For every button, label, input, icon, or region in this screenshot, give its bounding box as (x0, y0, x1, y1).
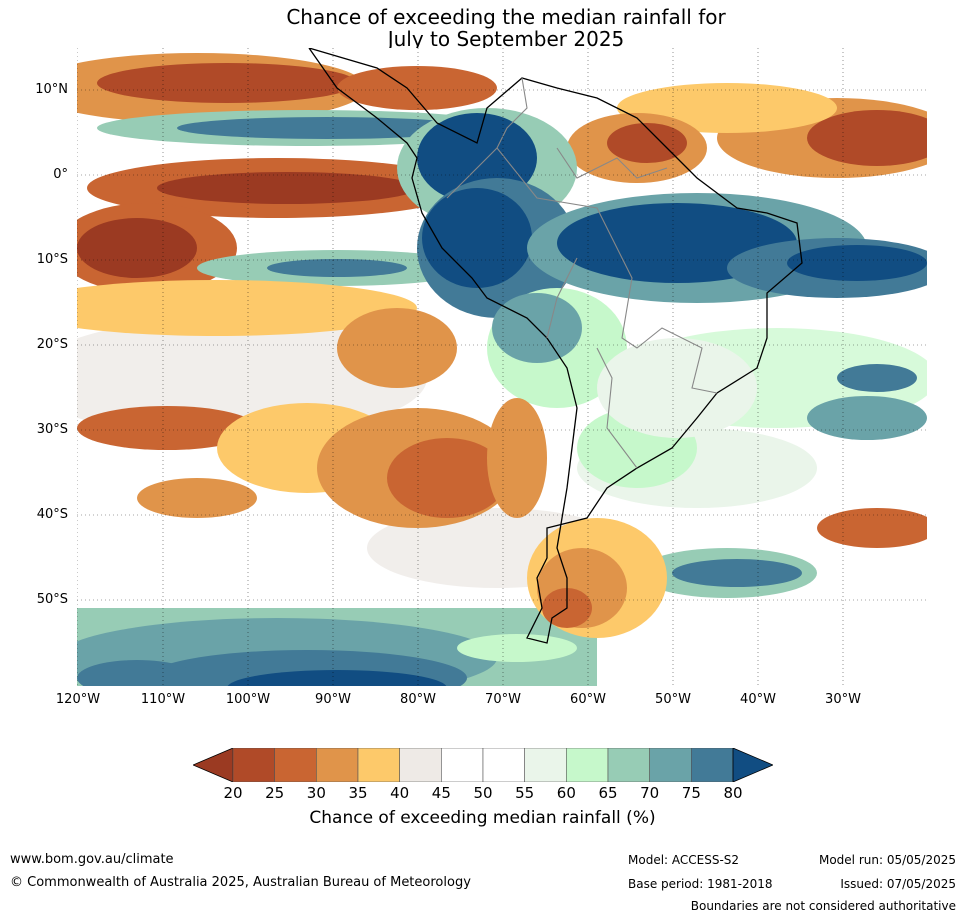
colorbar-min-arrow (193, 748, 234, 782)
colorbar-max-arrow (732, 748, 773, 782)
lat-label-30s: 30°S (36, 422, 68, 437)
colorbar-tick-label: 80 (723, 784, 743, 802)
colorbar-tick-label: 55 (515, 784, 535, 802)
colorbar-tick-label: 75 (681, 784, 701, 802)
map-title-line1: Chance of exceeding the median rainfall … (286, 5, 726, 29)
footer-model: Model: ACCESS-S2 (628, 853, 740, 867)
rainfall-map (77, 48, 927, 686)
lat-label-50s: 50°S (36, 592, 68, 607)
colorbar-segment (691, 748, 734, 782)
colorbar-segment (232, 748, 275, 782)
map-title-line2: July to September 2025 (387, 27, 625, 51)
lon-label-90w: 90°W (315, 692, 351, 707)
colorbar-segment (649, 748, 692, 782)
lon-label-110w: 110°W (140, 692, 186, 707)
colorbar-tick-label: 70 (640, 784, 660, 802)
footer-url[interactable]: www.bom.gov.au/climate (10, 852, 174, 867)
lon-label-120w: 120°W (55, 692, 101, 707)
lon-label-50w: 50°W (655, 692, 691, 707)
lon-label-60w: 60°W (570, 692, 606, 707)
colorbar-segment (441, 748, 484, 782)
colorbar-segment (482, 748, 525, 782)
lon-label-80w: 80°W (400, 692, 436, 707)
footer-base-period: Base period: 1981-2018 (628, 877, 773, 891)
lat-label-10s: 10°S (36, 252, 68, 267)
colorbar-segment (607, 748, 650, 782)
footer-issued: Issued: 07/05/2025 (840, 877, 956, 891)
footer-disclaimer: Boundaries are not considered authoritat… (690, 899, 956, 913)
colorbar-tick-label: 45 (431, 784, 451, 802)
lon-label-40w: 40°W (740, 692, 776, 707)
colorbar-tick-label: 30 (306, 784, 326, 802)
lat-label-20s: 20°S (36, 337, 68, 352)
colorbar-segment (357, 748, 400, 782)
colorbar-segment (316, 748, 359, 782)
colorbar-segment (274, 748, 317, 782)
colorbar-tick-label: 40 (390, 784, 410, 802)
lat-label-10n: 10°N (35, 82, 68, 97)
colorbar-tick-label: 20 (223, 784, 243, 802)
colorbar-tick-label: 50 (473, 784, 493, 802)
colorbar-tick-label: 35 (348, 784, 368, 802)
lon-label-70w: 70°W (485, 692, 521, 707)
south-america-coastline (308, 48, 803, 644)
colorbar-segment (566, 748, 609, 782)
colorbar-label: Chance of exceeding median rainfall (%) (309, 808, 656, 828)
colorbar-tick-label: 25 (265, 784, 285, 802)
colorbar-tick-label: 65 (598, 784, 618, 802)
colorbar-segment (524, 748, 567, 782)
lat-label-40s: 40°S (36, 507, 68, 522)
lon-label-30w: 30°W (825, 692, 861, 707)
lat-label-0: 0° (53, 167, 68, 182)
lon-label-100w: 100°W (225, 692, 271, 707)
colorbar (193, 748, 773, 782)
map-graticule (77, 48, 927, 686)
footer-model-run: Model run: 05/05/2025 (818, 853, 956, 867)
colorbar-segment (399, 748, 442, 782)
colorbar-tick-label: 60 (556, 784, 576, 802)
footer-copyright: © Commonwealth of Australia 2025, Austra… (10, 875, 471, 890)
country-borders (446, 77, 718, 469)
